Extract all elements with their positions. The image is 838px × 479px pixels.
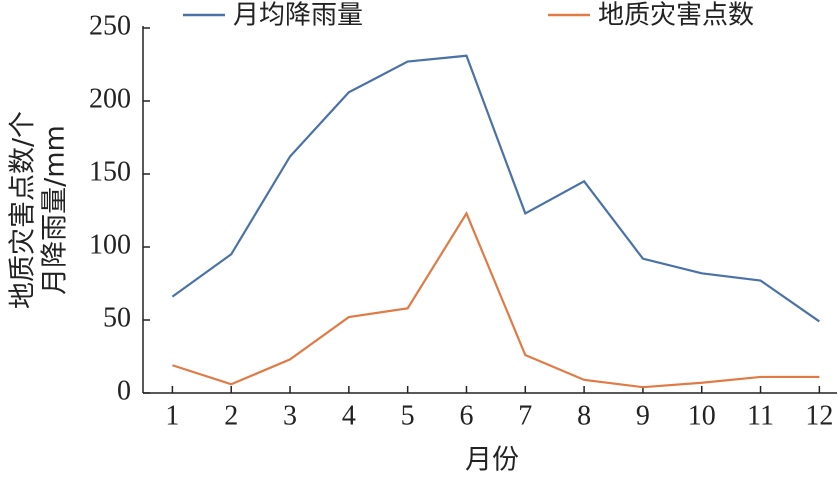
x-tick-label: 1 [165, 400, 179, 431]
x-tick-label: 3 [283, 400, 297, 431]
x-tick-label: 7 [518, 400, 532, 431]
x-tick-label: 11 [747, 400, 774, 431]
y-tick-label: 150 [89, 156, 131, 187]
y-tick-label: 50 [103, 302, 131, 333]
x-tick-label: 12 [805, 400, 833, 431]
legend-label: 月均降雨量 [233, 1, 363, 31]
x-tick-label: 6 [459, 400, 473, 431]
y-tick-label: 0 [117, 375, 131, 406]
series-line [171, 54, 820, 323]
y-tick-label: 250 [89, 10, 131, 41]
x-tick-label: 10 [688, 400, 716, 431]
x-axis-label: 月份 [465, 445, 519, 476]
y-axis-label: 月降雨量/mm [40, 125, 71, 295]
x-tick-label: 8 [577, 400, 591, 431]
y-tick-label: 100 [89, 229, 131, 260]
y-axis-label: 地质灾害点数/个 [8, 111, 39, 309]
legend-label: 地质灾害点数 [598, 1, 754, 31]
x-tick-label: 4 [342, 400, 356, 431]
x-tick-label: 2 [224, 400, 238, 431]
y-tick-label: 200 [89, 83, 131, 114]
series-line [172, 211, 820, 389]
x-tick-label: 5 [401, 400, 415, 431]
x-tick-label: 9 [636, 400, 650, 431]
